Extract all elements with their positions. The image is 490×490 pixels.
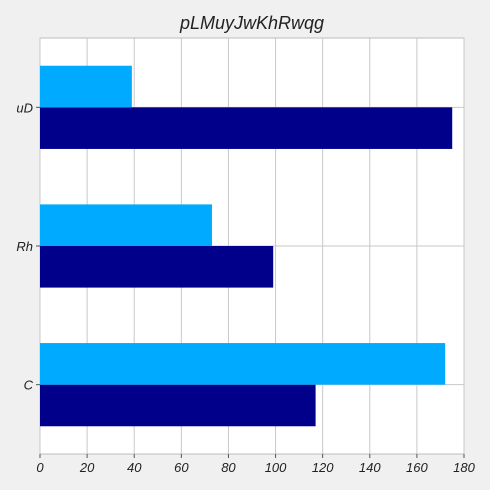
bar-series-2-C <box>40 343 446 385</box>
y-tick-label: C <box>24 378 34 393</box>
x-tick-label: 160 <box>406 460 428 475</box>
y-tick-label: Rh <box>16 239 33 254</box>
bar-series-2-uD <box>40 65 132 108</box>
bar-series-2-Rh <box>40 204 212 246</box>
chart-title: pLMuyJwKhRwqg <box>179 13 324 33</box>
x-tick-label: 180 <box>453 460 475 475</box>
x-tick-label: 100 <box>265 460 287 475</box>
x-tick-label: 120 <box>312 460 334 475</box>
y-tick-label: uD <box>16 100 33 115</box>
bars <box>40 65 453 427</box>
bar-series-1-uD <box>40 107 453 149</box>
x-tick-label: 60 <box>174 460 189 475</box>
x-tick-label: 0 <box>36 460 44 475</box>
x-tick-label: 80 <box>221 460 236 475</box>
bar-series-1-Rh <box>40 246 274 288</box>
x-axis-ticks: 0 20 40 60 80 100 120 140 160 180 <box>36 454 476 475</box>
x-tick-label: 40 <box>127 460 142 475</box>
y-axis-ticks: C Rh uD <box>16 100 40 393</box>
x-tick-label: 140 <box>359 460 381 475</box>
bar-series-1-C <box>40 384 316 427</box>
x-tick-label: 20 <box>79 460 95 475</box>
